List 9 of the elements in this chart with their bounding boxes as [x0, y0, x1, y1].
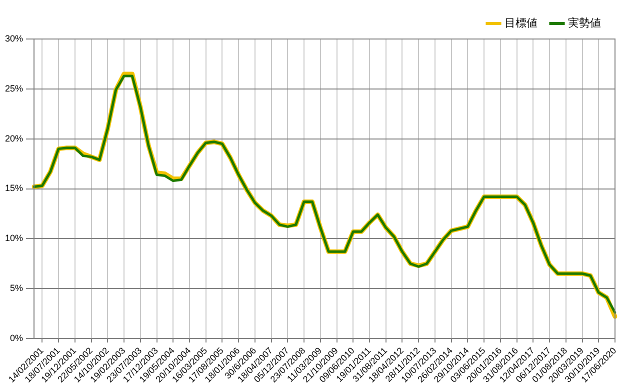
- y-tick-label: 5%: [10, 283, 24, 294]
- y-tick-label: 0%: [10, 332, 24, 343]
- y-tick-label: 15%: [5, 183, 24, 194]
- y-tick-label: 20%: [5, 133, 24, 144]
- y-tick-label: 10%: [5, 233, 24, 244]
- y-tick-label: 30%: [5, 33, 24, 44]
- legend-label: 実勢値: [568, 16, 601, 30]
- legend-label: 目標値: [504, 16, 538, 30]
- y-tick-label: 25%: [5, 83, 24, 94]
